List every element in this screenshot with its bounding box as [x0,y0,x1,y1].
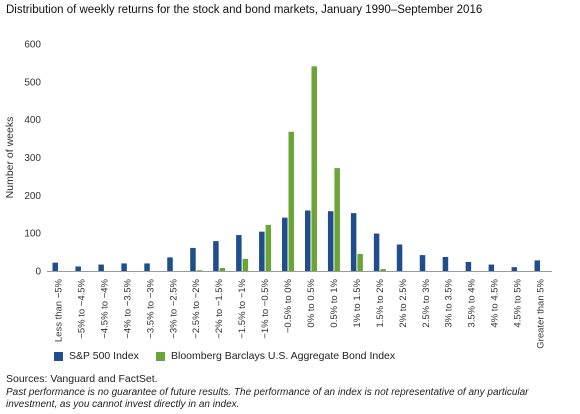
x-tick-label-6: −2.5% to −2% [191,278,202,338]
bar-sp500-1 [75,266,81,271]
bar-bond-10 [288,131,295,271]
bar-sp500-7 [213,241,219,271]
x-tick-label-20: 4.5% to 5% [513,278,524,327]
sources-note: Sources: Vanguard and FactSet. [6,373,158,385]
bar-sp500-20 [511,267,518,271]
legend-label-sp500: S&P 500 Index [69,350,139,362]
bar-bond-9 [265,224,272,271]
y-axis-title: Number of weeks [4,117,16,199]
x-tick-label-8: −1.5% to −1% [237,278,248,338]
bar-sp500-9 [259,231,265,271]
bar-sp500-5 [167,257,173,271]
bar-sp500-4 [144,263,150,271]
bar-sp500-19 [488,264,495,271]
x-tick-label-16: 2.5% to 3% [421,278,432,327]
legend-swatch-sp500 [54,351,63,361]
legend-item-bond: Bloomberg Barclays U.S. Aggregate Bond I… [156,350,395,362]
x-tick-label-9: −1% to −0.5% [260,278,271,338]
chart-title: Distribution of weekly returns for the s… [6,4,483,16]
x-tick-label-2: −4.5% to −4% [99,278,110,338]
bar-sp500-2 [98,264,104,271]
bar-sp500-14 [373,233,380,271]
x-tick-label-4: −3.5% to −3% [145,278,156,338]
disclaimer-note: Past performance is no guarantee of futu… [6,387,529,410]
y-tick-label-2: 200 [24,191,41,202]
x-tick-label-11: 0% to 0.5% [306,278,317,327]
bar-sp500-12 [327,211,334,271]
x-tick-label-17: 3% to 3.5% [444,278,455,327]
y-tick-label-1: 100 [24,229,41,240]
bar-sp500-3 [121,263,127,271]
bar-sp500-0 [52,262,58,271]
bar-sp500-16 [419,255,426,271]
x-tick-label-19: 4% to 4.5% [490,278,501,327]
x-tick-label-1: −5% to −4.5% [76,278,87,338]
bar-sp500-8 [236,235,242,271]
bar-sp500-17 [442,257,449,271]
bar-bond-13 [357,253,363,271]
legend-swatch-bond [156,351,165,361]
y-tick-label-0: 0 [35,267,41,278]
x-tick-label-10: −0.5% to 0% [283,278,294,333]
bar-sp500-11 [304,210,311,271]
bar-sp500-21 [534,260,541,271]
bar-bond-11 [311,66,317,271]
legend-item-sp500: S&P 500 Index [54,350,139,362]
bar-bond-6 [196,270,203,271]
x-tick-label-3: −4% to −3.5% [122,278,133,338]
bar-sp500-15 [396,244,403,271]
bar-bond-7 [219,267,226,271]
bar-bond-14 [380,269,386,271]
x-tick-label-0: Less than −5% [53,278,64,342]
y-tick-label-3: 300 [24,153,41,164]
y-tick-label-6: 600 [24,40,41,51]
legend-label-bond: Bloomberg Barclays U.S. Aggregate Bond I… [171,350,396,362]
y-tick-label-5: 500 [24,77,41,88]
bar-sp500-13 [350,213,357,271]
bar-bond-8 [242,258,249,271]
bar-bond-12 [334,168,340,271]
x-tick-label-21: Greater than 5% [536,278,547,348]
bar-sp500-6 [190,247,196,271]
bar-sp500-18 [465,261,472,271]
x-tick-label-13: 1% to 1.5% [352,278,363,327]
x-tick-label-5: −3% to −2.5% [168,278,179,338]
x-tick-label-14: 1.5% to 2% [375,278,386,327]
bar-sp500-10 [282,217,288,271]
x-tick-label-7: −2% to −1.5% [214,278,225,338]
x-tick-label-18: 3.5% to 4% [467,278,478,327]
x-tick-label-15: 2% to 2.5% [398,278,409,327]
x-tick-label-12: 0.5% to 1% [329,278,340,327]
y-tick-label-4: 400 [24,115,41,126]
